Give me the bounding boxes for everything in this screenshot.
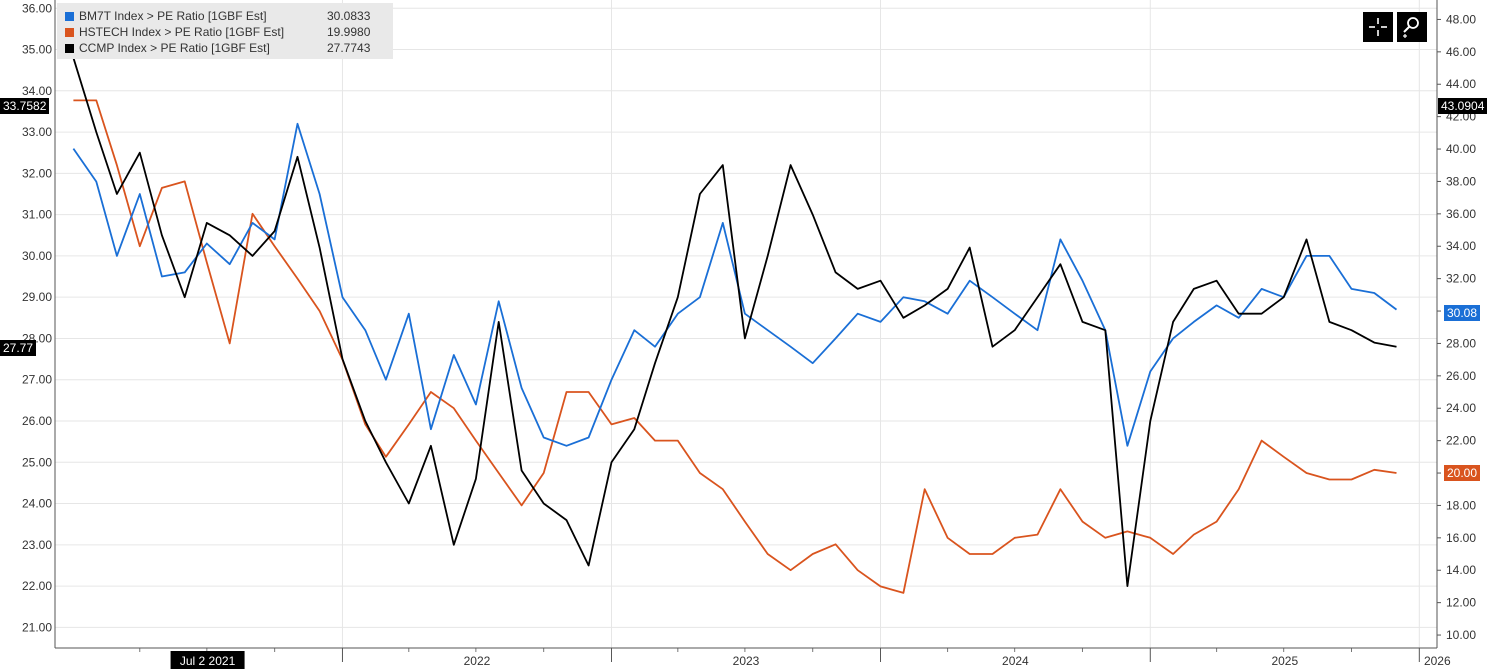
right-axis-tick-label: 26.00 (1446, 369, 1476, 383)
right-axis-tick-label: 18.00 (1446, 498, 1476, 512)
legend-item-value: 30.0833 (327, 9, 371, 23)
right-axis-tick-label: 12.00 (1446, 596, 1476, 610)
left-axis-tick-label: 24.00 (22, 497, 52, 511)
left-axis-tick-label: 30.00 (22, 249, 52, 263)
right-axis-tick-label: 48.00 (1446, 12, 1476, 26)
right-axis-tick-label: 44.00 (1446, 77, 1476, 91)
left-axis-tick-label: 35.00 (22, 43, 52, 57)
right-axis-tick-label: 38.00 (1446, 174, 1476, 188)
legend-item-label: CCMP Index > PE Ratio [1GBF Est] (79, 41, 270, 55)
crosshair-icon (1369, 18, 1387, 36)
left-axis-tick-label: 29.00 (22, 290, 52, 304)
right-orange-value-badge: 20.00 (1444, 465, 1481, 481)
left-current-value-badge: 27.77 (0, 340, 37, 356)
right-axis-tick-label: 24.00 (1446, 401, 1476, 415)
x-axis-cursor-date-label: Jul 2 2021 (180, 654, 236, 668)
left-axis-tick-label: 26.00 (22, 414, 52, 428)
legend: BM7T Index > PE Ratio [1GBF Est] 30.0833… (57, 3, 393, 59)
legend-item-label: BM7T Index > PE Ratio [1GBF Est] (79, 9, 267, 23)
zoom-icon (1403, 17, 1419, 38)
right-axis-tick-label: 22.00 (1446, 434, 1476, 448)
series-line[interactable] (72, 57, 1397, 587)
right-blue-value-badge: 30.08 (1444, 305, 1481, 321)
legend-swatch (65, 12, 74, 21)
legend-item-value: 27.7743 (327, 41, 371, 55)
left-axis-tick-label: 23.00 (22, 538, 52, 552)
legend-swatch (65, 44, 74, 53)
x-axis-year-label: 2026 (1424, 654, 1451, 668)
right-axis-tick-label: 46.00 (1446, 45, 1476, 59)
crosshair-button[interactable] (1363, 12, 1393, 42)
right-axis-tick-label: 32.00 (1446, 272, 1476, 286)
right-axis-tick-label: 16.00 (1446, 531, 1476, 545)
left-top-value-badge: 33.7582 (0, 98, 50, 114)
right-axis-tick-label: 28.00 (1446, 336, 1476, 350)
right-axis-tick-label: 10.00 (1446, 628, 1476, 642)
right-axis-tick-label: 14.00 (1446, 563, 1476, 577)
right-axis-tick-label: 36.00 (1446, 207, 1476, 221)
legend-item-label: HSTECH Index > PE Ratio [1GBF Est] (79, 25, 285, 39)
x-axis-year-label: 2023 (733, 654, 760, 668)
legend-swatch (65, 28, 74, 37)
legend-item-value: 19.9980 (327, 25, 371, 39)
x-axis-cursor-date-box (170, 651, 245, 669)
left-axis-tick-label: 33.00 (22, 125, 52, 139)
x-axis-year-label: 2022 (464, 654, 491, 668)
left-axis-tick-label: 27.00 (22, 373, 52, 387)
left-axis-tick-label: 22.00 (22, 579, 52, 593)
left-axis-tick-label: 36.00 (22, 1, 52, 15)
left-axis-tick-label: 21.00 (22, 620, 52, 634)
left-axis-tick-label: 25.00 (22, 455, 52, 469)
right-top-value-badge: 43.0904 (1438, 98, 1488, 114)
series-line[interactable] (72, 122, 1398, 447)
left-axis-tick-label: 31.00 (22, 208, 52, 222)
left-axis-tick-label: 34.00 (22, 84, 52, 98)
left-axis-tick-label: 32.00 (22, 166, 52, 180)
right-axis-tick-label: 40.00 (1446, 142, 1476, 156)
zoom-button[interactable] (1397, 12, 1427, 42)
x-axis-year-label: 2024 (1002, 654, 1029, 668)
series-line[interactable] (73, 99, 1397, 594)
right-axis-tick-label: 34.00 (1446, 239, 1476, 253)
x-axis-year-label: 2025 (1271, 654, 1298, 668)
